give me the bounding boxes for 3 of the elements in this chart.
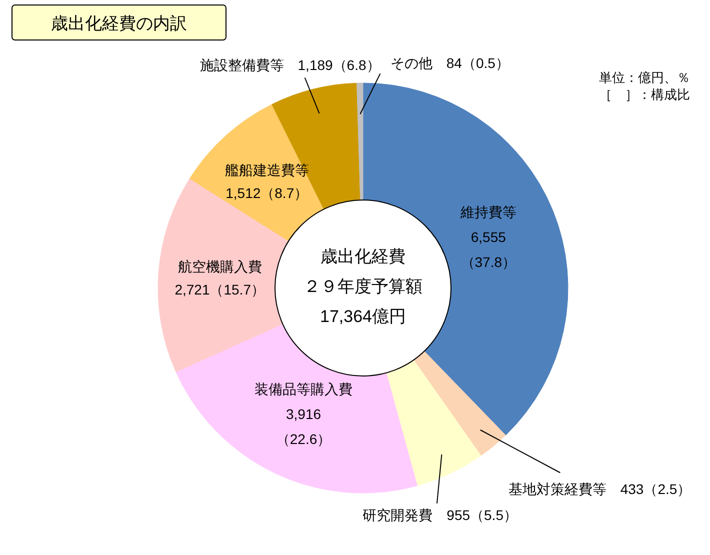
- note: ［ ］：構成比: [599, 87, 690, 102]
- title: 歳出化経費の内訳: [51, 14, 187, 33]
- note: 単位：億円、％: [599, 70, 690, 85]
